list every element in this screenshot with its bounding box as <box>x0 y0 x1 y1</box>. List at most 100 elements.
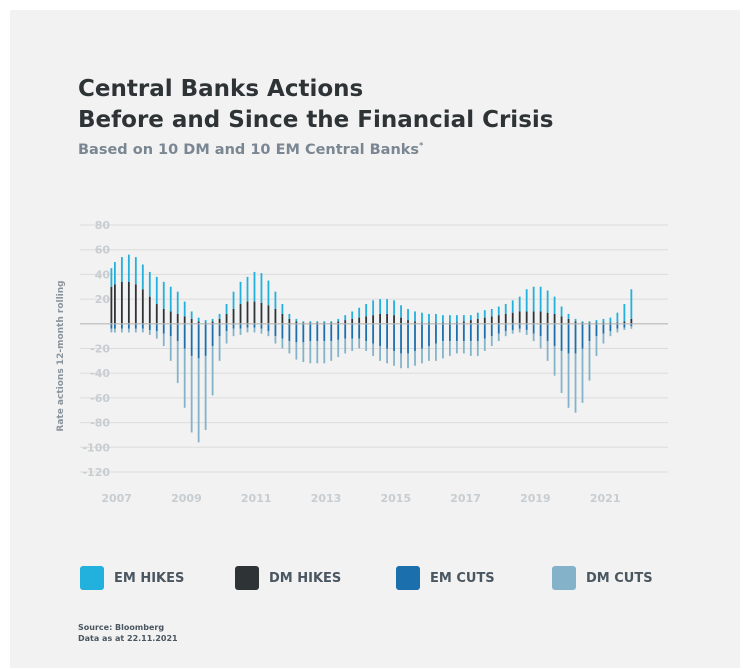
dm-hikes-bar <box>630 318 633 324</box>
chart-title-line1: Central Banks Actions <box>78 76 364 102</box>
em-cuts-bar <box>567 323 570 354</box>
em-cuts-bar <box>295 323 298 343</box>
dm-cuts-bar <box>476 341 479 356</box>
em-cuts-bar <box>525 323 528 330</box>
dm-cuts-bar <box>316 341 319 364</box>
chart-title: Central Banks Actions Before and Since t… <box>78 74 553 136</box>
em-hikes-bar <box>110 268 113 287</box>
em-cuts-bar <box>110 323 113 329</box>
dm-hikes-bar <box>337 321 340 324</box>
em-cuts-bar <box>560 323 563 351</box>
dm-hikes-bar <box>127 281 130 324</box>
dm-hikes-bar <box>274 308 277 324</box>
em-cuts-bar <box>190 323 193 356</box>
em-cuts-bar <box>504 323 507 332</box>
dm-hikes-bar <box>260 302 263 324</box>
em-cuts-bar <box>302 323 305 343</box>
y-tick-label: -20 <box>90 343 110 356</box>
dm-hikes-bar <box>386 313 388 324</box>
em-cuts-bar <box>574 323 577 354</box>
dm-cuts-bar <box>462 341 465 354</box>
em-hikes-bar <box>176 291 179 314</box>
em-hikes-bar <box>288 313 291 319</box>
dm-cuts-bar <box>490 336 493 347</box>
em-hikes-bar <box>239 281 242 305</box>
em-cuts-bar <box>630 323 633 327</box>
dm-cuts-bar <box>511 329 514 334</box>
em-hikes-bar <box>469 315 472 321</box>
dm-hikes-bar <box>560 316 563 324</box>
dm-cuts-bar <box>393 350 395 366</box>
dm-cuts-bar <box>421 348 423 364</box>
dm-hikes-bar <box>176 313 179 324</box>
em-hikes-bar <box>560 306 563 317</box>
em-cuts-bar <box>330 323 333 342</box>
em-hikes-bar <box>421 312 423 323</box>
dm-hikes-bar <box>211 321 214 324</box>
em-hikes-swatch <box>80 566 104 590</box>
y-tick-label: 20 <box>95 293 111 306</box>
em-hikes-bar <box>602 318 605 323</box>
em-cuts-bar <box>323 323 326 342</box>
em-cuts-bar <box>232 323 235 329</box>
em-hikes-bar <box>148 271 151 297</box>
em-hikes-bar <box>309 321 312 323</box>
em-cuts-bar <box>309 323 312 342</box>
dm-hikes-bar <box>455 322 458 324</box>
em-cuts-bar <box>414 323 416 351</box>
em-cuts-bar <box>469 323 472 342</box>
dm-hikes-bar <box>162 308 165 324</box>
chart-title-line2: Before and Since the Financial Crisis <box>78 107 554 133</box>
dm-hikes-bar <box>525 311 528 324</box>
em-cuts-bar <box>400 323 402 354</box>
dm-cuts-bar <box>302 342 305 363</box>
em-hikes-bar <box>400 305 402 318</box>
em-cuts-bar <box>421 323 423 349</box>
em-hikes-bar <box>246 276 249 302</box>
em-cuts-bar <box>372 323 375 344</box>
em-cuts-bar <box>616 323 619 329</box>
dm-hikes-bar <box>497 315 500 324</box>
dm-cuts-bar <box>386 348 388 364</box>
dm-cuts-bar <box>595 336 598 356</box>
em-cuts-bar <box>553 323 556 347</box>
em-cuts-bar <box>134 323 137 329</box>
em-cuts-bar <box>351 323 354 339</box>
dm-hikes-bar <box>239 304 242 324</box>
em-cuts-bar <box>379 323 382 347</box>
x-tick-label: 2011 <box>241 492 272 505</box>
dm-hikes-bar <box>567 318 570 324</box>
dm-hikes-bar <box>134 284 137 324</box>
dm-hikes-bar <box>225 313 228 324</box>
gridlines <box>80 224 668 473</box>
dm-cuts-bar <box>239 328 242 335</box>
em-hikes-bar <box>574 318 577 322</box>
dm-hikes-bar <box>546 312 549 324</box>
dm-cuts-bar <box>148 329 151 335</box>
em-hikes-bar <box>190 311 193 319</box>
em-hikes-bar <box>476 312 479 319</box>
em-hikes-bar <box>127 254 130 282</box>
dm-cuts-bar <box>253 327 256 333</box>
dm-cuts-bar <box>539 336 542 349</box>
dm-hikes-bar <box>448 322 451 324</box>
em-hikes-bar <box>497 306 500 316</box>
em-hikes-bar <box>295 318 298 322</box>
dm-cuts-bar <box>176 341 179 384</box>
dm-hikes-bar <box>351 318 354 324</box>
dm-hikes-bar <box>246 301 249 324</box>
em-hikes-bar <box>407 308 409 321</box>
em-hikes-bar <box>225 304 228 314</box>
dm-cuts-bar <box>407 353 409 369</box>
em-hikes-bar <box>253 271 256 302</box>
em-cuts-bar <box>532 323 535 334</box>
dm-hikes-bar <box>267 305 270 324</box>
em-hikes-bar <box>462 315 465 322</box>
dm-cuts-bar <box>162 333 165 347</box>
dm-hikes-bar <box>511 312 514 324</box>
dm-cuts-bar <box>204 355 207 431</box>
em-hikes-bar <box>260 273 263 303</box>
x-tick-label: 2019 <box>520 492 551 505</box>
em-cuts-bar <box>260 323 263 329</box>
